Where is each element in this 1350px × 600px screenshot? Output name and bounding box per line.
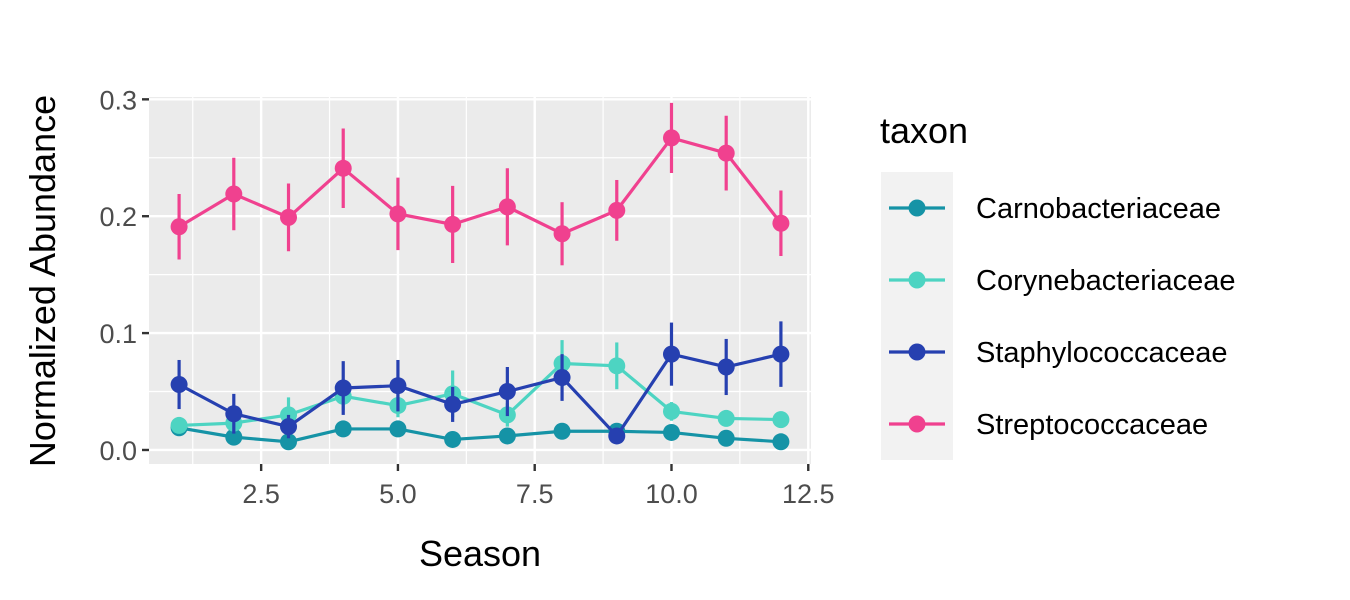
data-point-staphylococcaceae xyxy=(772,345,790,363)
legend: Carnobacteriaceae Corynebacteriaceae Staph… xyxy=(881,172,1236,460)
data-point-staphylococcaceae xyxy=(608,427,626,445)
data-point-staphylococcaceae xyxy=(170,376,188,394)
x-tick-label: 7.5 xyxy=(516,479,554,509)
legend-title: taxon xyxy=(880,110,968,151)
data-point-carnobacteriaceae xyxy=(553,422,571,440)
y-tick-label: 0.3 xyxy=(99,85,137,115)
legend-key-point-staphylococcaceae xyxy=(908,343,926,361)
data-point-carnobacteriaceae xyxy=(389,420,407,438)
data-point-carnobacteriaceae xyxy=(717,429,735,447)
series-line-carnobacteriaceae xyxy=(178,426,782,444)
series-line-staphylococcaceae xyxy=(178,352,782,438)
data-point-streptococcaceae xyxy=(334,159,352,177)
y-axis-title: Normalized Abundance xyxy=(22,95,63,467)
data-point-streptococcaceae xyxy=(498,198,516,216)
data-point-carnobacteriaceae xyxy=(225,428,243,446)
data-point-streptococcaceae xyxy=(389,205,407,223)
series-layer xyxy=(170,102,790,451)
series-staphylococcaceae xyxy=(170,321,790,445)
legend-label-corynebacteriaceae: Corynebacteriaceae xyxy=(976,265,1236,297)
x-axis-title: Season xyxy=(419,533,541,574)
data-point-staphylococcaceae xyxy=(225,405,243,423)
data-point-staphylococcaceae xyxy=(444,395,462,413)
data-point-streptococcaceae xyxy=(280,208,298,226)
data-point-carnobacteriaceae xyxy=(772,433,790,451)
data-point-staphylococcaceae xyxy=(717,358,735,376)
data-point-streptococcaceae xyxy=(225,185,243,203)
data-point-streptococcaceae xyxy=(662,129,680,147)
series-line-streptococcaceae xyxy=(178,136,783,236)
axis-ticks: 2.5 5.0 7.5 10.0 12.5 0.0 0.1 0.2 0.3 xyxy=(99,85,834,509)
data-point-staphylococcaceae xyxy=(662,345,680,363)
data-point-corynebacteriaceae xyxy=(662,402,680,420)
legend-key-point-streptococcaceae xyxy=(908,415,926,433)
x-tick-label: 5.0 xyxy=(379,479,417,509)
legend-label-streptococcaceae: Streptococcaceae xyxy=(976,409,1208,441)
data-point-carnobacteriaceae xyxy=(334,420,352,438)
data-point-staphylococcaceae xyxy=(334,379,352,397)
legend-label-carnobacteriaceae: Carnobacteriaceae xyxy=(976,193,1221,225)
x-tick-label: 10.0 xyxy=(645,479,698,509)
data-point-staphylococcaceae xyxy=(389,377,407,395)
data-point-streptococcaceae xyxy=(717,144,735,162)
series-line-corynebacteriaceae xyxy=(179,361,781,428)
legend-key-point-carnobacteriaceae xyxy=(908,199,926,217)
data-point-corynebacteriaceae xyxy=(608,357,626,375)
series-streptococcaceae xyxy=(170,102,790,266)
data-point-corynebacteriaceae xyxy=(717,409,735,427)
y-tick-label: 0.0 xyxy=(99,436,137,466)
data-point-streptococcaceae xyxy=(608,201,626,219)
plot-panel xyxy=(149,97,811,464)
legend-key-background xyxy=(881,172,953,460)
data-point-carnobacteriaceae xyxy=(280,433,298,451)
x-tick-label: 2.5 xyxy=(242,479,280,509)
data-point-carnobacteriaceae xyxy=(662,423,680,441)
y-tick-label: 0.1 xyxy=(99,319,137,349)
data-point-carnobacteriaceae xyxy=(444,430,462,448)
grid-minor xyxy=(149,97,811,464)
data-point-staphylococcaceae xyxy=(553,369,571,387)
data-point-staphylococcaceae xyxy=(498,383,516,401)
data-point-streptococcaceae xyxy=(553,225,571,243)
data-point-streptococcaceae xyxy=(772,214,790,232)
y-tick-label: 0.2 xyxy=(99,202,137,232)
data-point-corynebacteriaceae xyxy=(772,411,790,429)
legend-key-point-corynebacteriaceae xyxy=(908,271,926,289)
data-point-streptococcaceae xyxy=(170,218,188,236)
data-point-carnobacteriaceae xyxy=(498,427,516,445)
data-point-streptococcaceae xyxy=(444,215,462,233)
data-point-corynebacteriaceae xyxy=(170,416,188,434)
legend-label-staphylococcaceae: Staphylococcaceae xyxy=(976,337,1228,369)
data-point-staphylococcaceae xyxy=(280,418,298,436)
x-tick-label: 12.5 xyxy=(782,479,835,509)
